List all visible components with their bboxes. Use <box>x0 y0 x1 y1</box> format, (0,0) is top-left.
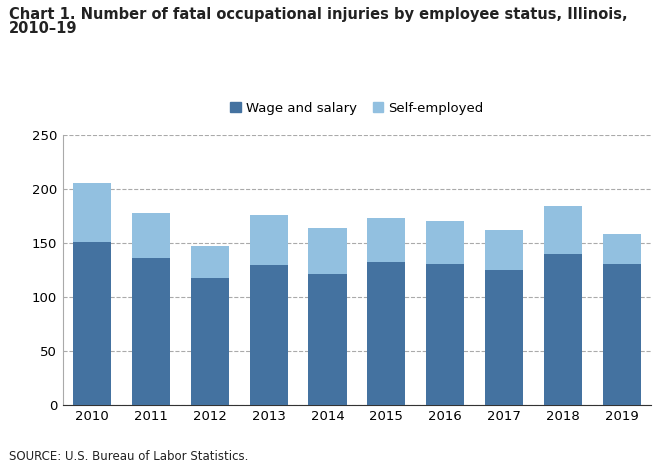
Bar <box>309 274 346 405</box>
Bar <box>73 242 111 405</box>
Bar <box>73 183 111 242</box>
Bar <box>368 218 405 262</box>
Legend: Wage and salary, Self-employed: Wage and salary, Self-employed <box>227 99 486 118</box>
Bar <box>309 228 346 274</box>
Bar <box>426 264 464 405</box>
Bar <box>250 266 288 405</box>
Bar <box>426 221 464 264</box>
Text: Chart 1. Number of fatal occupational injuries by employee status, Illinois,: Chart 1. Number of fatal occupational in… <box>9 7 627 22</box>
Bar <box>485 270 523 405</box>
Bar <box>485 230 523 270</box>
Bar <box>368 262 405 405</box>
Bar <box>191 246 229 279</box>
Bar <box>191 279 229 405</box>
Bar <box>544 253 582 405</box>
Bar <box>603 264 641 405</box>
Bar <box>132 258 170 405</box>
Bar <box>603 234 641 264</box>
Bar <box>250 215 288 266</box>
Text: 2010–19: 2010–19 <box>9 21 77 36</box>
Bar <box>132 213 170 258</box>
Text: SOURCE: U.S. Bureau of Labor Statistics.: SOURCE: U.S. Bureau of Labor Statistics. <box>9 450 248 463</box>
Bar <box>544 206 582 253</box>
